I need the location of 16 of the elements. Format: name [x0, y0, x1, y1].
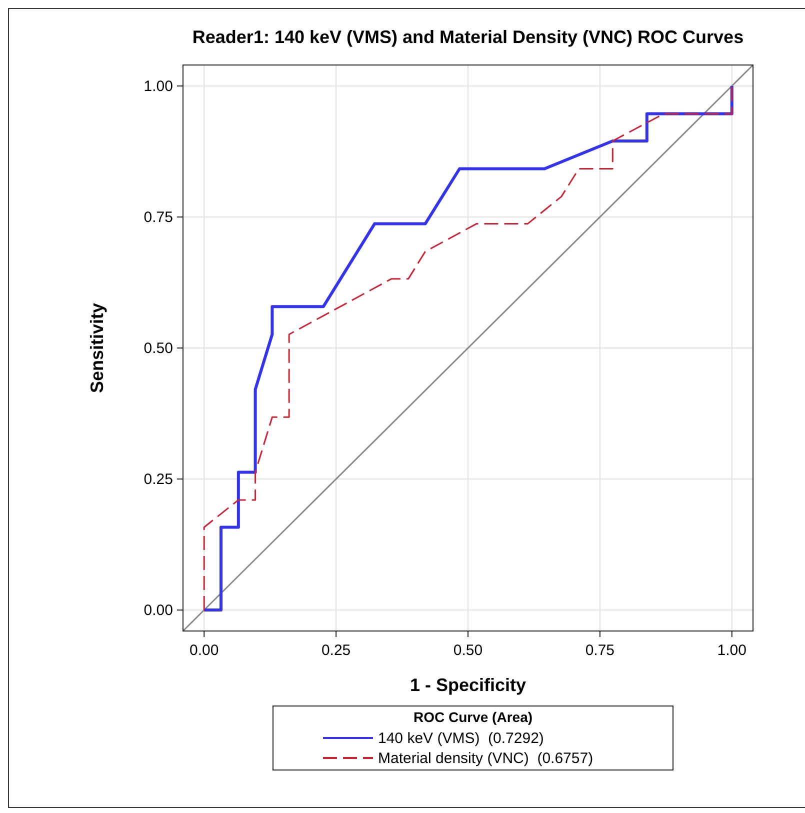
- y-tick-label: 0.00: [144, 602, 173, 620]
- legend-label: Material density (VNC) (0.6757): [378, 750, 594, 767]
- x-tick-label: 1.00: [717, 642, 746, 659]
- x-axis-title: 1 - Specificity: [410, 675, 526, 695]
- legend-label: 140 keV (VMS) (0.7292): [378, 730, 544, 747]
- y-tick-label: 0.50: [144, 340, 173, 357]
- x-tick-label: 0.00: [190, 642, 219, 659]
- y-tick-label: 0.25: [144, 471, 173, 488]
- y-axis-title: Sensitivity: [87, 302, 107, 394]
- x-tick-label: 0.75: [585, 642, 615, 659]
- y-tick-label: 1.00: [144, 78, 173, 95]
- y-tick-label: 0.75: [144, 208, 173, 226]
- x-tick-label: 0.50: [453, 642, 483, 659]
- chart-title: Reader1: 140 keV (VMS) and Material Density (VNC) ROC Curves: [192, 27, 744, 47]
- legend-title: ROC Curve (Area): [413, 709, 533, 725]
- x-tick-label: 0.25: [321, 642, 351, 659]
